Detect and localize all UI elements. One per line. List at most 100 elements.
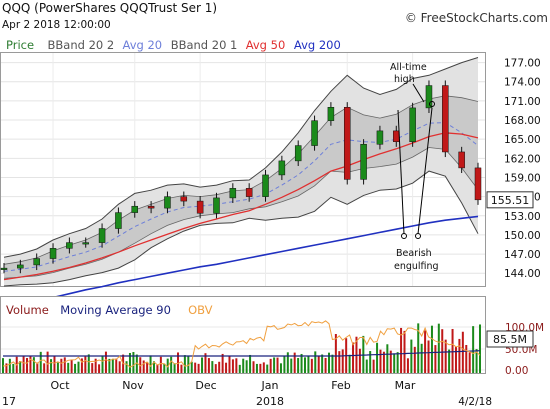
volume-bar bbox=[310, 358, 313, 373]
volume-bar bbox=[218, 361, 221, 373]
candle-body bbox=[294, 145, 302, 162]
volume-bar bbox=[358, 348, 361, 373]
candle-body bbox=[376, 130, 384, 145]
volume-bar bbox=[32, 357, 35, 373]
bband-20-2-lower bbox=[3, 170, 479, 287]
engulfing-marker-1 bbox=[401, 233, 407, 239]
legend-item: OBV bbox=[188, 303, 213, 317]
volume-bar bbox=[87, 354, 90, 373]
volume-bar bbox=[338, 351, 341, 373]
candle-body bbox=[425, 85, 433, 109]
volume-bar bbox=[22, 355, 25, 373]
volume-bar bbox=[317, 355, 320, 373]
all-time-high-label-2: high bbox=[394, 74, 415, 85]
legend-item: Avg 200 bbox=[294, 38, 341, 52]
chart-date: Apr 2 2018 12:00:00 bbox=[2, 19, 111, 31]
legend-item: BBand 20 1 bbox=[171, 38, 238, 52]
volume-bar bbox=[437, 323, 440, 373]
volume-bar bbox=[190, 361, 193, 373]
volume-bar bbox=[458, 338, 461, 373]
volume-bar bbox=[300, 353, 303, 373]
volume-bar bbox=[74, 363, 77, 373]
volume-bar bbox=[94, 358, 97, 373]
candle-body bbox=[458, 151, 465, 169]
volume-bar bbox=[187, 355, 190, 373]
volume-bar bbox=[67, 362, 70, 373]
candle-body bbox=[213, 197, 220, 214]
volume-bar bbox=[369, 351, 372, 373]
volume-legend: Volume Moving Average 90 OBV bbox=[6, 303, 213, 317]
volume-bar bbox=[211, 361, 214, 373]
price-tick-label: 150.00 bbox=[504, 230, 541, 242]
volume-bar bbox=[142, 360, 145, 373]
volume-lines bbox=[2, 320, 481, 368]
x-month-label: Jan bbox=[261, 379, 279, 392]
volume-bar bbox=[266, 364, 269, 373]
volume-bar bbox=[135, 354, 138, 373]
candle-body bbox=[196, 200, 204, 214]
volume-bar bbox=[393, 354, 396, 373]
legend-item: Avg 50 bbox=[246, 38, 286, 52]
volume-bar bbox=[214, 364, 217, 373]
volume-bar bbox=[379, 349, 382, 373]
candle-body bbox=[262, 174, 269, 197]
volume-bar bbox=[307, 356, 310, 373]
volume-bar bbox=[448, 349, 451, 373]
volume-bar bbox=[111, 358, 114, 373]
x-month-label: Feb bbox=[331, 379, 350, 392]
candle-body bbox=[327, 107, 335, 121]
volume-bar bbox=[104, 351, 107, 373]
volume-bar bbox=[19, 361, 22, 373]
candle-body bbox=[343, 107, 351, 180]
bearish-engulfing-label: Bearish bbox=[396, 248, 432, 259]
last-price-label: 155.51 bbox=[491, 194, 530, 207]
x-month-label: Nov bbox=[122, 379, 144, 392]
volume-bar bbox=[50, 359, 53, 373]
volume-bar bbox=[84, 356, 87, 373]
legend-item: BBand 20 2 bbox=[48, 38, 115, 52]
volume-bar bbox=[238, 364, 241, 373]
candle-body bbox=[66, 242, 73, 249]
volume-bar bbox=[225, 362, 228, 373]
last-volume-box bbox=[486, 330, 534, 348]
volume-bar bbox=[324, 357, 327, 373]
x-axis: Oct Nov Dec Jan Feb Mar 17 2018 4/2/18 bbox=[2, 379, 492, 408]
volume-bar bbox=[80, 358, 83, 373]
volume-bar bbox=[53, 355, 56, 373]
candle-body bbox=[17, 264, 24, 269]
volume-bar bbox=[403, 330, 406, 373]
price-tick-label: 153.00 bbox=[504, 211, 541, 223]
volume-bar bbox=[441, 329, 444, 373]
annotations: All-time high Bearish engulfing bbox=[390, 62, 439, 272]
year-label-left: 17 bbox=[2, 395, 16, 408]
candle-body bbox=[474, 167, 482, 201]
volume-bar bbox=[475, 349, 478, 373]
price-tick-label: 171.00 bbox=[504, 96, 541, 108]
bband-20-2-upper bbox=[3, 57, 479, 258]
price-axis: 144.00147.00150.00153.00156.00159.00162.… bbox=[486, 58, 541, 280]
candle-body bbox=[82, 242, 89, 245]
price-tick-label: 144.00 bbox=[504, 268, 541, 280]
volume-bar bbox=[39, 351, 42, 373]
candle-body bbox=[245, 188, 253, 197]
volume-bar bbox=[348, 354, 351, 373]
volume-bar bbox=[201, 357, 204, 373]
candle-body bbox=[49, 248, 57, 259]
price-tick-label: 177.00 bbox=[504, 58, 541, 70]
volume-bar bbox=[101, 355, 104, 373]
candle-body bbox=[278, 160, 286, 176]
volume-bar bbox=[46, 351, 49, 373]
volume-bar bbox=[125, 361, 128, 373]
candle-body bbox=[131, 205, 139, 213]
volume-bar bbox=[170, 356, 173, 373]
volume-bar bbox=[8, 358, 11, 373]
volume-bar bbox=[63, 357, 66, 373]
volume-bar bbox=[420, 343, 423, 373]
volume-bar bbox=[286, 352, 289, 373]
volume-bar bbox=[221, 353, 224, 373]
volume-bar bbox=[139, 357, 142, 373]
volume-bar bbox=[396, 352, 399, 373]
candle-body bbox=[360, 144, 367, 180]
engulfing-line-2 bbox=[417, 107, 433, 235]
volume-bar bbox=[26, 358, 29, 373]
